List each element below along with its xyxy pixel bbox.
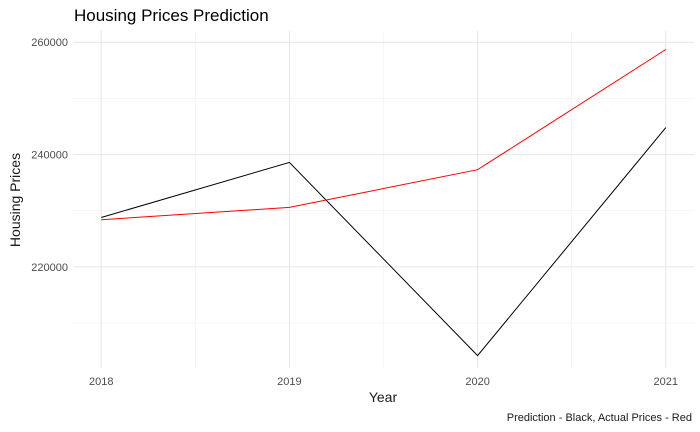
y-tick-label: 220000 xyxy=(31,262,68,274)
x-tick-label: 2019 xyxy=(277,376,301,388)
series-line-1 xyxy=(101,127,667,357)
chart-title: Housing Prices Prediction xyxy=(74,6,269,25)
chart-caption: Prediction - Black, Actual Prices - Red xyxy=(506,412,692,424)
x-axis-label: Year xyxy=(368,389,398,405)
x-tick-label: 2020 xyxy=(465,376,489,388)
x-tick-label: 2018 xyxy=(89,376,113,388)
series-line-2 xyxy=(101,49,667,221)
y-axis-label: Housing Prices xyxy=(7,152,23,248)
y-tick-label: 240000 xyxy=(31,150,68,162)
x-tick-label: 2021 xyxy=(654,376,678,388)
y-tick-label: 260000 xyxy=(31,37,68,49)
